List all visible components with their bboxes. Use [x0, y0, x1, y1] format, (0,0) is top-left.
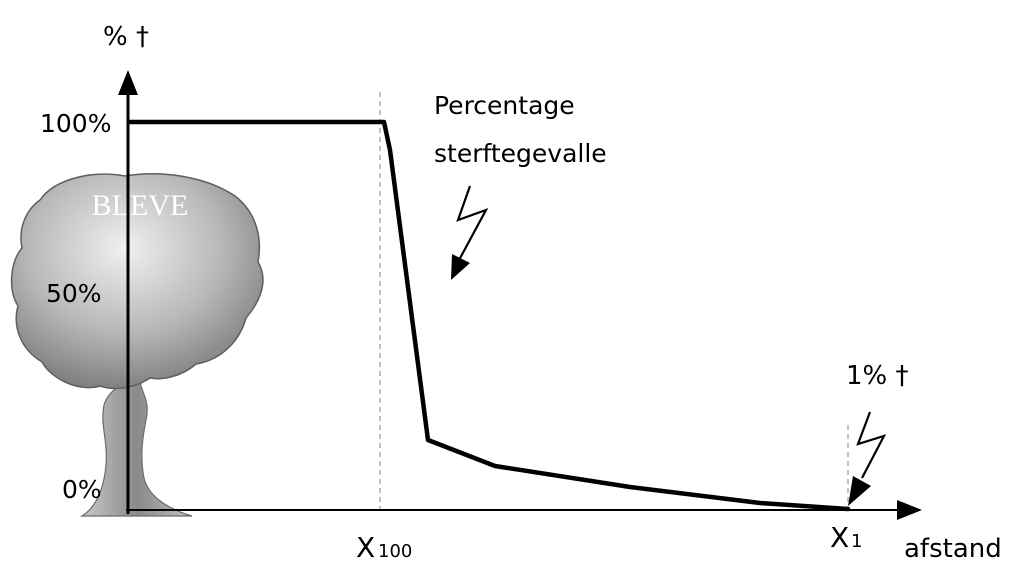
y-tick-0: 0%: [62, 475, 102, 504]
lightning-arrow-point-icon: [848, 411, 887, 506]
x-tick-x1: X 1: [830, 521, 862, 554]
x-tick-x100: X 100: [356, 531, 412, 564]
cloud-head: [10, 173, 264, 390]
x-axis-arrowhead: [897, 500, 922, 520]
fatality-curve: [127, 119, 851, 512]
cloud-label: BLEVE: [92, 189, 189, 222]
y-axis: [118, 70, 138, 514]
y-tick-50: 50%: [46, 279, 102, 308]
curve-annotation-line1: Percentage: [434, 91, 575, 120]
point-annotation: 1% †: [846, 361, 909, 391]
x100-main: X: [356, 531, 375, 563]
x-axis-title: afstand: [904, 534, 1002, 563]
x1-main: X: [830, 521, 849, 554]
bleve-cloud: BLEVE: [10, 173, 264, 517]
x-axis: [126, 500, 922, 520]
y-axis-arrowhead: [118, 70, 138, 95]
lightning-arrow-curve-icon: [451, 185, 489, 280]
y-tick-100: 100%: [40, 109, 111, 138]
x100-subscript: 100: [378, 541, 412, 562]
curve-annotation-line2: sterftegevalle: [434, 139, 607, 168]
y-axis-title: % †: [103, 22, 149, 52]
x1-subscript: 1: [851, 531, 862, 552]
